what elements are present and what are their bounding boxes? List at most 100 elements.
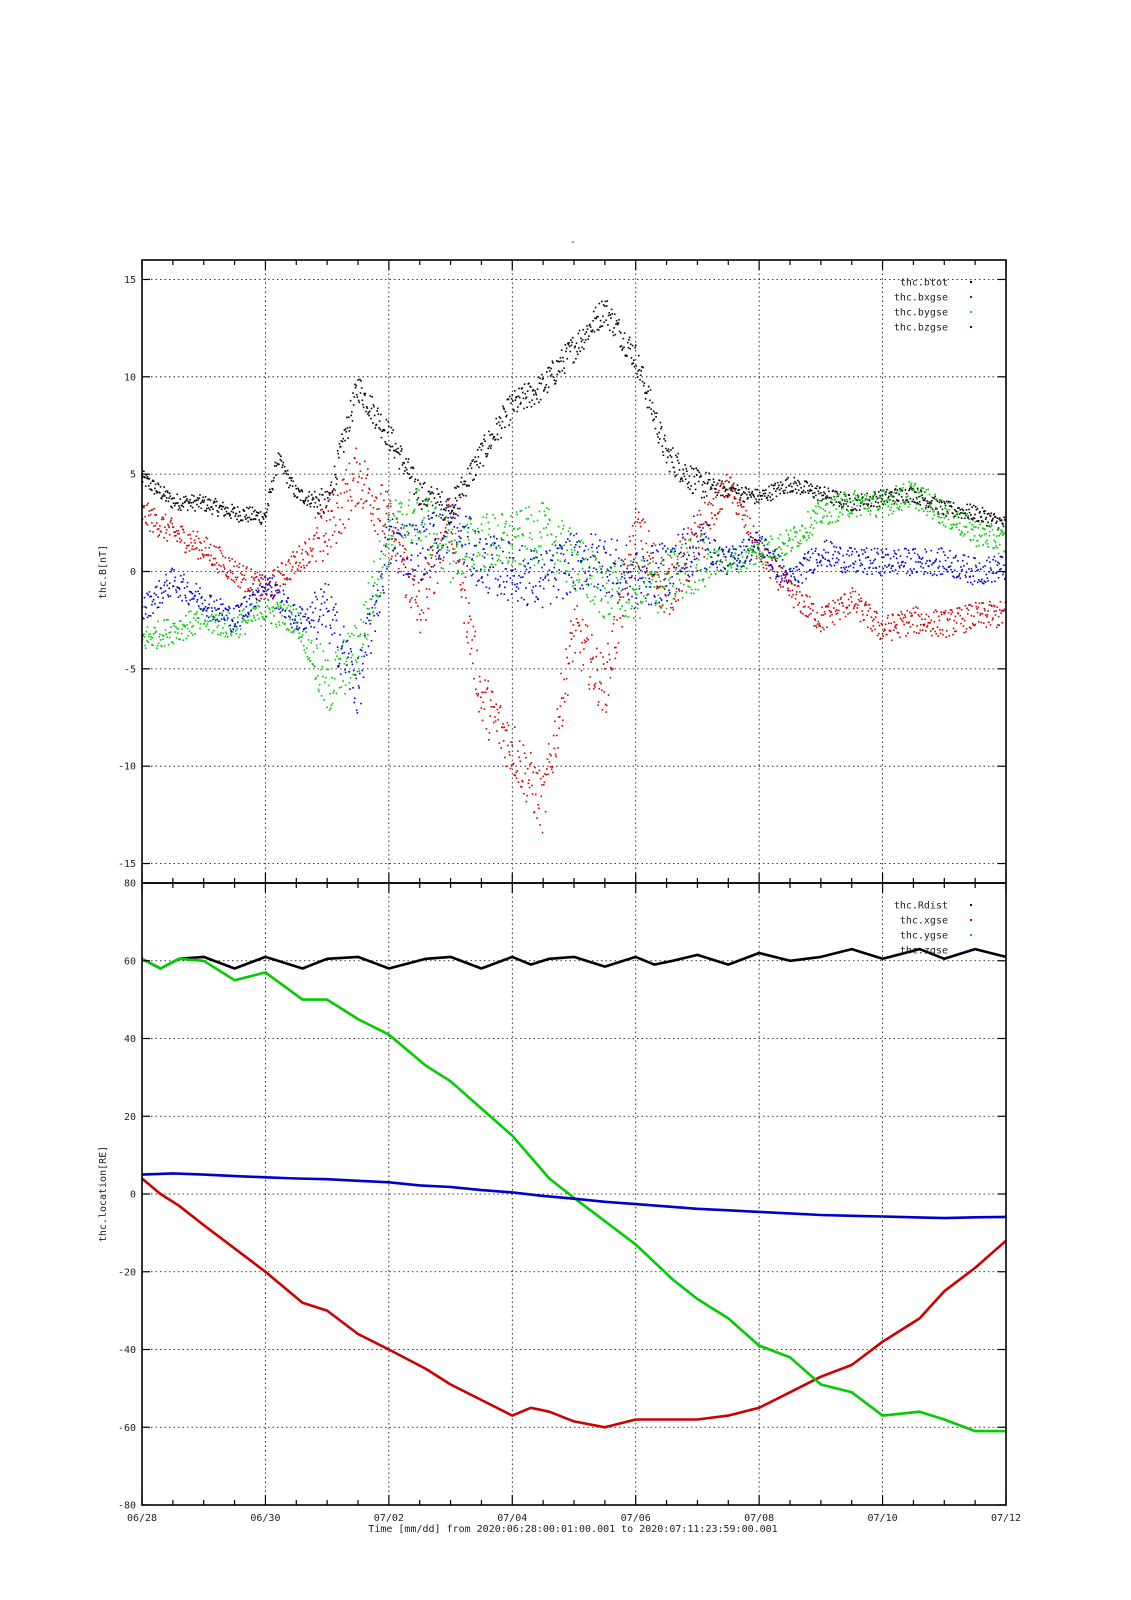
data-point	[183, 587, 186, 589]
data-point	[180, 574, 182, 577]
data-point	[918, 495, 920, 498]
data-point	[525, 507, 527, 509]
data-point	[144, 516, 146, 518]
data-point	[407, 461, 409, 463]
data-point	[454, 504, 457, 506]
data-point	[490, 544, 493, 546]
data-point	[578, 624, 581, 627]
data-point	[362, 506, 364, 509]
data-point	[536, 817, 538, 819]
data-point	[465, 597, 467, 599]
data-point	[383, 532, 386, 535]
data-point	[441, 514, 444, 516]
data-point	[837, 519, 839, 522]
data-point	[451, 532, 454, 535]
data-point	[197, 499, 199, 501]
data-point	[676, 558, 679, 561]
data-point	[273, 476, 275, 479]
data-point	[456, 572, 459, 575]
data-point	[503, 408, 506, 411]
data-point	[947, 619, 949, 622]
data-point	[166, 584, 169, 587]
data-point	[878, 624, 881, 627]
data-point	[595, 557, 598, 560]
data-point	[708, 566, 711, 568]
data-point	[600, 682, 602, 685]
data-point	[179, 594, 182, 597]
data-point	[295, 561, 298, 564]
data-point	[517, 781, 520, 783]
data-point	[898, 614, 901, 617]
data-point	[244, 614, 247, 616]
data-point	[256, 614, 259, 616]
data-point	[854, 508, 857, 510]
data-point	[829, 501, 832, 503]
data-point	[526, 390, 529, 392]
data-point	[483, 568, 486, 571]
data-point	[151, 603, 153, 606]
data-point	[394, 554, 397, 557]
data-point	[222, 609, 225, 612]
data-point	[478, 531, 480, 534]
data-point	[791, 491, 794, 493]
data-point	[373, 405, 375, 408]
data-point	[325, 676, 327, 679]
data-point	[979, 510, 981, 513]
data-point	[691, 467, 693, 470]
data-point	[152, 531, 154, 533]
data-point	[210, 607, 213, 609]
data-point	[899, 489, 902, 492]
data-point	[654, 544, 657, 547]
data-point	[941, 513, 943, 515]
data-point	[437, 545, 440, 548]
data-point	[156, 647, 158, 650]
data-point	[605, 704, 608, 707]
data-point	[362, 406, 365, 409]
data-point	[330, 707, 332, 710]
data-point	[175, 530, 178, 532]
data-point	[393, 514, 396, 517]
data-point	[620, 559, 623, 561]
data-point	[479, 538, 481, 541]
data-point	[162, 591, 165, 593]
data-point	[198, 497, 201, 500]
data-point	[414, 569, 417, 571]
data-point	[506, 534, 509, 536]
data-point	[628, 336, 631, 339]
data-point	[168, 526, 170, 529]
data-point	[788, 485, 791, 487]
data-point	[852, 499, 854, 502]
data-point	[541, 502, 543, 504]
data-point	[696, 474, 698, 476]
data-point	[381, 530, 384, 533]
data-point	[230, 578, 233, 581]
data-point	[621, 563, 624, 566]
data-point	[320, 695, 323, 697]
data-point	[542, 579, 544, 581]
data-point	[614, 333, 617, 336]
data-point	[956, 513, 959, 516]
data-point	[342, 680, 344, 682]
data-point	[834, 498, 836, 501]
data-point	[902, 483, 905, 485]
data-point	[737, 504, 739, 507]
data-point	[260, 585, 263, 588]
data-point	[333, 516, 335, 519]
data-point	[743, 565, 746, 568]
data-point	[582, 328, 585, 331]
data-point	[344, 527, 346, 529]
data-point	[834, 521, 837, 523]
data-point	[902, 617, 905, 619]
data-point	[547, 743, 550, 745]
data-point	[952, 523, 954, 526]
data-point	[629, 343, 632, 346]
data-point	[278, 624, 281, 626]
data-point	[401, 558, 404, 561]
data-point	[713, 523, 715, 526]
data-point	[736, 492, 738, 495]
data-point	[651, 578, 654, 581]
data-point	[692, 468, 695, 470]
data-point	[443, 508, 446, 511]
data-point	[565, 580, 568, 583]
data-point	[958, 522, 961, 524]
